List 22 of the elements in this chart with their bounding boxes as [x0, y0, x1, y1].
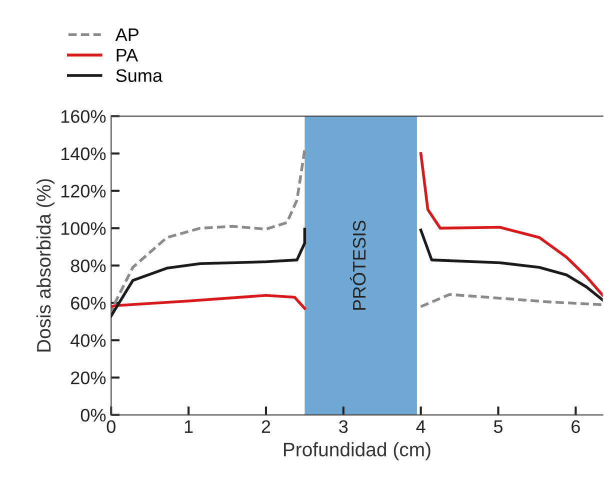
y-tick-label: 0% — [80, 408, 106, 422]
y-tick-label: 140% — [61, 147, 106, 160]
legend-label: AP — [115, 28, 138, 41]
legend-label: PA — [116, 48, 138, 62]
legend-label: Suma — [116, 69, 162, 82]
y-tick-label: 80% — [70, 259, 106, 272]
x-axis-title: Profundidad (cm) — [284, 442, 430, 460]
x-tick-label: 4 — [416, 420, 426, 433]
x-tick-label: 1 — [184, 420, 193, 433]
y-tick-label: 60% — [71, 296, 106, 310]
x-tick-label: 3 — [339, 420, 348, 434]
y-tick-label: 160% — [61, 110, 106, 123]
x-tick-label: 2 — [262, 420, 270, 433]
x-tick-label: 5 — [494, 420, 503, 434]
x-tick-label: 0 — [106, 420, 116, 434]
y-tick-label: 20% — [71, 371, 106, 384]
y-tick-label: 40% — [70, 334, 106, 347]
band-label: PRÓTESIS — [350, 220, 366, 310]
y-axis-title: Dosis absorbida (%) — [36, 179, 55, 352]
x-tick-label: 6 — [572, 420, 580, 434]
y-tick-label: 120% — [61, 184, 106, 198]
y-tick-label: 100% — [61, 222, 106, 235]
